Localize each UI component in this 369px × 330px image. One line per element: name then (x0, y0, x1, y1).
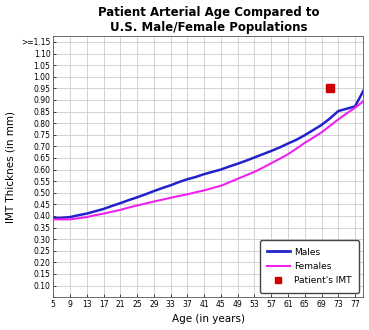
Y-axis label: IMT Thicknes (in mm): IMT Thicknes (in mm) (6, 111, 15, 223)
Title: Patient Arterial Age Compared to
U.S. Male/Female Populations: Patient Arterial Age Compared to U.S. Ma… (98, 6, 319, 34)
X-axis label: Age (in years): Age (in years) (172, 314, 245, 324)
Legend: Males, Females, Patient's IMT: Males, Females, Patient's IMT (260, 240, 359, 293)
